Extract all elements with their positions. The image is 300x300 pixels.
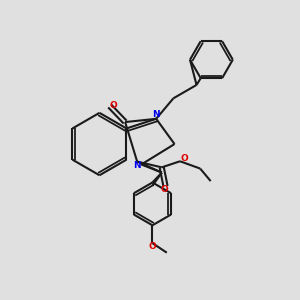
Text: N: N xyxy=(152,110,160,119)
Text: N: N xyxy=(133,161,141,170)
Text: O: O xyxy=(110,101,117,110)
Text: O: O xyxy=(160,185,168,194)
Text: O: O xyxy=(180,154,188,163)
Text: O: O xyxy=(148,242,156,251)
